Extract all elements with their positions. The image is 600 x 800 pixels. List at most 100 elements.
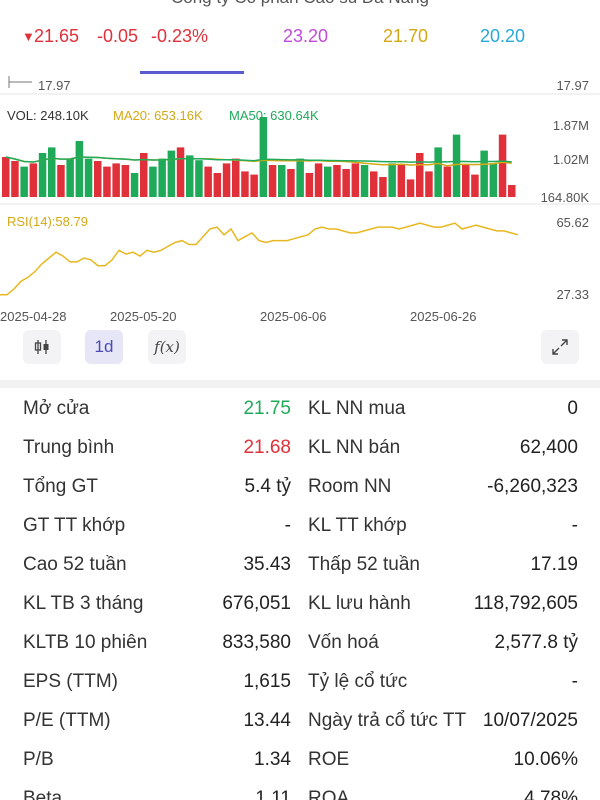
volume-bar <box>314 163 323 197</box>
volume-bar <box>342 169 350 197</box>
price-row: ▼ 21.65 -0.05 -0.23% 23.20 21.70 20.20 <box>0 26 600 52</box>
stat-value: 21.75 <box>243 398 291 419</box>
stat-label: Thấp 52 tuần <box>308 554 420 575</box>
stat-value: 1.34 <box>254 749 291 770</box>
rsi-axis-min: 27.33 <box>556 287 589 302</box>
stat-label: Room NN <box>308 476 392 497</box>
stat-label: GT TT khớp <box>23 515 126 536</box>
company-name: Công ty Cổ phần Cao su Đà Nẵng <box>0 0 600 8</box>
stat-row: GT TT khớp - KL TT khớp - <box>0 515 600 554</box>
stat-label: Tỷ lệ cổ tức <box>308 671 408 692</box>
stat-label: KL NN mua <box>308 398 406 419</box>
stat-value: 1,615 <box>243 671 291 692</box>
stat-label: Beta <box>23 788 63 800</box>
candlestick-icon[interactable] <box>23 330 61 364</box>
stat-value: 10/07/2025 <box>482 710 578 731</box>
section-divider <box>0 380 600 388</box>
volume-bar <box>232 158 240 197</box>
ma20-label: MA20: 653.16K <box>113 108 203 123</box>
stat-label: P/B <box>23 749 54 770</box>
stat-value: - <box>571 671 578 692</box>
ceiling-price: 23.20 <box>283 26 329 46</box>
volume-bar <box>351 163 360 197</box>
stock-chart[interactable]: 17.97 17.97 VOL: 248.10K MA20: 653.16K M… <box>0 74 600 332</box>
price-low-right: 17.97 <box>556 78 589 93</box>
interval-button[interactable]: 1d <box>85 330 123 364</box>
rsi-label: RSI(14):58.79 <box>7 214 88 229</box>
vol-axis-min: 164.80K <box>541 190 590 205</box>
volume-bar <box>259 117 268 197</box>
stat-label: KL lưu hành <box>308 593 411 614</box>
chart-toolbar: 1d f(x) <box>0 330 600 366</box>
volume-bar <box>57 165 65 197</box>
stat-row: EPS (TTM) 1,615 Tỷ lệ cổ tức - <box>0 671 600 710</box>
reference-price: 21.70 <box>383 26 429 46</box>
volume-bar <box>250 174 258 197</box>
volume-bar <box>296 158 304 197</box>
volume-bar <box>268 165 277 197</box>
stat-value: 17.19 <box>530 554 578 575</box>
ma50-line <box>5 156 512 163</box>
stat-row: KL TB 3 tháng 676,051 KL lưu hành 118,792,6… <box>0 593 600 632</box>
volume-bar <box>305 173 314 197</box>
date-label-2: 2025-05-20 <box>110 309 177 324</box>
volume-bar <box>462 165 470 197</box>
volume-bar <box>287 169 295 197</box>
volume-bar <box>222 163 231 197</box>
volume-bar <box>425 171 433 197</box>
volume-bar <box>130 173 139 197</box>
stat-row: KLTB 10 phiên 833,580 Vốn hoá 2,577.8 tỷ <box>0 632 600 671</box>
volume-bar <box>489 163 498 197</box>
volume-bar <box>121 165 130 197</box>
stat-value: 21.68 <box>243 437 291 458</box>
volume-bar <box>213 173 222 197</box>
date-label-3: 2025-06-06 <box>260 309 327 324</box>
stat-value: - <box>284 515 291 536</box>
stat-row: Trung bình 21.68 KL NN bán 62,400 <box>0 437 600 476</box>
volume-bar <box>416 153 424 197</box>
stat-value: 4.78% <box>524 788 578 800</box>
volume-bar <box>167 150 176 197</box>
volume-bar <box>278 165 286 197</box>
stat-value: 5.4 tỷ <box>244 476 291 497</box>
stat-value: 2,577.8 tỷ <box>494 632 578 653</box>
stat-value: 35.43 <box>243 554 291 575</box>
volume-bar <box>508 185 516 197</box>
stat-label: Trung bình <box>23 437 115 458</box>
stat-label: P/E (TTM) <box>23 710 111 731</box>
volume-bar <box>452 134 461 197</box>
volume-bar <box>333 165 341 197</box>
vol-axis-mid: 1.02M <box>553 152 589 167</box>
volume-bars <box>2 117 516 197</box>
volume-bar <box>94 161 102 197</box>
price-change-pct: -0.23% <box>151 26 209 46</box>
volume-bar <box>397 165 406 197</box>
volume-bar <box>112 163 120 197</box>
volume-bar <box>186 155 194 197</box>
stat-value: 62,400 <box>519 437 578 458</box>
stat-row: P/E (TTM) 13.44 Ngày trả cổ tức TT 10/07/20… <box>0 710 600 749</box>
volume-bar <box>406 179 415 197</box>
stat-value: 0 <box>567 398 578 419</box>
volume-bar <box>158 158 166 197</box>
volume-bar <box>324 166 332 197</box>
date-label-4: 2025-06-26 <box>410 309 477 324</box>
volume-bar <box>176 147 185 197</box>
rsi-axis-max: 65.62 <box>556 215 589 230</box>
stat-label: Tổng GT <box>23 476 98 497</box>
volume-bar <box>103 166 111 197</box>
indicator-fx-button[interactable]: f(x) <box>148 330 186 364</box>
expand-icon[interactable] <box>541 330 579 364</box>
chart-svg: 17.97 17.97 VOL: 248.10K MA20: 653.16K M… <box>0 76 600 324</box>
date-label-1: 2025-04-28 <box>0 309 67 324</box>
volume-bar <box>241 171 249 197</box>
volume-bar <box>20 166 28 197</box>
volume-bar <box>195 160 203 197</box>
stat-label: Vốn hoá <box>308 632 379 653</box>
stat-label: KL TB 3 tháng <box>23 593 144 614</box>
volume-bar <box>48 147 56 197</box>
volume-bar <box>360 165 369 197</box>
volume-bar <box>471 174 479 197</box>
vol-label: VOL: 248.10K <box>7 108 89 123</box>
volume-bar <box>379 177 387 197</box>
